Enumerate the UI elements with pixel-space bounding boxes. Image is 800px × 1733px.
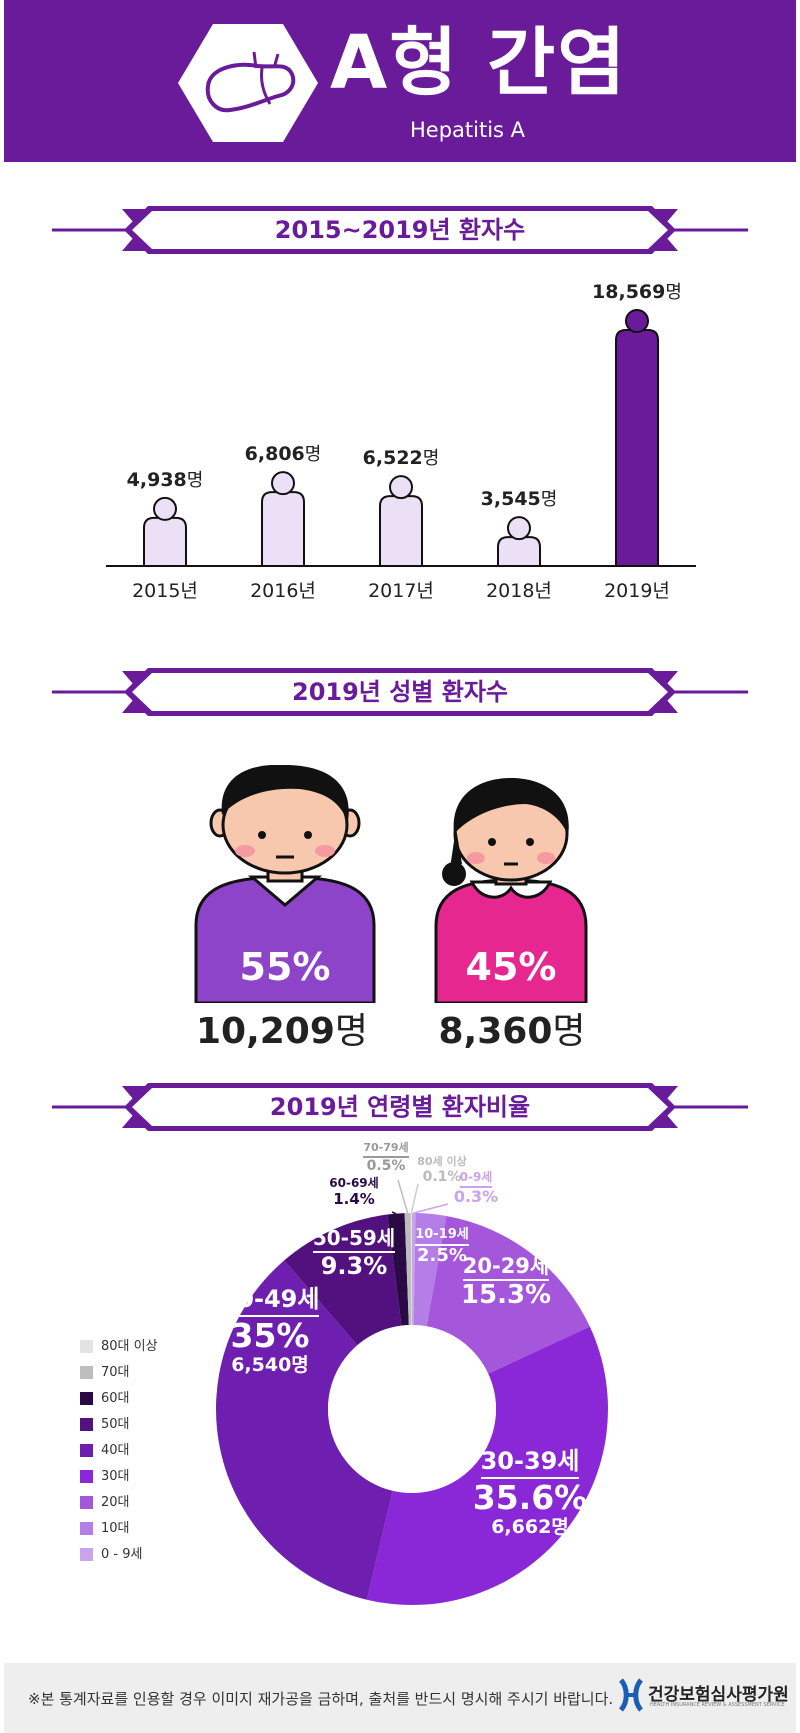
footer	[4, 1663, 796, 1733]
person-bar-1	[261, 471, 305, 567]
age-label-0: 0-9세 0.3%	[453, 1170, 499, 1206]
person-value-label-0: 4,938명	[126, 468, 204, 491]
person-bar-2	[379, 475, 423, 567]
page-subtitle: Hepatitis A	[410, 118, 526, 142]
donut-slice-4	[216, 1260, 393, 1600]
legend-item-6: 20대	[80, 1496, 200, 1510]
person-bar-4	[615, 309, 659, 567]
footnote: ※본 통계자료를 인용할 경우 이미지 재가공을 금하며, 출처를 반드시 명시…	[28, 1690, 614, 1708]
age-label-6: 60-69세 1.4%	[329, 1176, 379, 1209]
female-count: 8,360명	[438, 1011, 586, 1052]
female-figure	[434, 778, 588, 1003]
male-percent: 55%	[239, 945, 331, 989]
legend-item-1: 70대	[80, 1366, 200, 1380]
hira-logo-icon	[618, 1678, 644, 1712]
donut-slice-6	[387, 1213, 409, 1326]
age-label-3: 30-39세 35.6% 6,662명	[472, 1447, 588, 1538]
age-label-7: 70-79세 0.5%	[363, 1141, 409, 1174]
donut-slice-3	[366, 1326, 608, 1605]
legend-item-8: 0 - 9세	[80, 1548, 200, 1562]
donut-slice-7	[404, 1213, 412, 1326]
legend-swatch	[80, 1548, 93, 1561]
person-value-label-1: 6,806명	[244, 443, 322, 466]
section-banner-gender: 2019년 성별 환자수	[52, 668, 748, 716]
section-banner-age: 2019년 연령별 환자비율	[52, 1083, 748, 1131]
org-name: 건강보험심사평가원	[648, 1685, 789, 1705]
section-banner-yearly: 2015~2019년 환자수	[52, 206, 748, 254]
donut-slice-8	[410, 1213, 412, 1326]
legend-item-2: 60대	[80, 1392, 200, 1406]
donut-slice-0	[412, 1213, 416, 1326]
person-bar-0	[143, 496, 187, 567]
year-label-4: 2019년	[604, 580, 670, 602]
year-label-0: 2015년	[132, 580, 198, 602]
year-label-1: 2016년	[250, 580, 316, 602]
section-title-yearly: 2015~2019년 환자수	[274, 216, 526, 244]
org-name-en: HEALTH INSURANCE REVIEW & ASSESSMENT SER…	[650, 1702, 785, 1708]
legend-item-0: 80대 이상	[80, 1340, 200, 1354]
person-value-label-2: 6,522명	[362, 447, 440, 470]
section-title-age: 2019년 연령별 환자비율	[269, 1093, 531, 1121]
legend-swatch	[80, 1340, 93, 1353]
header-banner	[4, 0, 796, 162]
page-title: A형 간염	[330, 20, 628, 106]
legend-item-3: 50대	[80, 1418, 200, 1432]
age-label-8: 80세 이상 0.1%	[417, 1155, 467, 1186]
legend-swatch	[80, 1496, 93, 1509]
legend-item-4: 40대	[80, 1444, 200, 1458]
legend-item-7: 10대	[80, 1522, 200, 1536]
legend-swatch	[80, 1444, 93, 1457]
legend-swatch	[80, 1392, 93, 1405]
age-label-5: 50-59세 9.3%	[312, 1226, 396, 1280]
legend-item-5: 30대	[80, 1470, 200, 1484]
section-title-gender: 2019년 성별 환자수	[292, 678, 508, 706]
liver-icon	[178, 24, 318, 142]
person-value-label-3: 3,545명	[480, 488, 558, 511]
person-value-label-4: 18,569명	[592, 281, 682, 303]
year-label-3: 2018년	[486, 580, 552, 602]
male-figure	[194, 765, 376, 1003]
age-donut-chart	[216, 1179, 608, 1605]
donut-slice-2	[426, 1216, 590, 1374]
person-bar-3	[497, 516, 541, 567]
yearly-patient-chart	[106, 309, 696, 567]
age-label-1: 10-19세 2.5%	[415, 1227, 469, 1266]
legend-swatch	[80, 1418, 93, 1431]
donut-slice-5	[284, 1214, 402, 1346]
year-label-2: 2017년	[368, 580, 434, 602]
legend-swatch	[80, 1366, 93, 1379]
donut-slice-1	[413, 1213, 447, 1327]
legend-swatch	[80, 1522, 93, 1535]
legend-swatch	[80, 1470, 93, 1483]
age-label-4: 40-49세 35% 6,540명	[220, 1285, 320, 1376]
male-count: 10,209명	[195, 1011, 369, 1052]
age-label-2: 20-29세 15.3%	[460, 1254, 552, 1311]
female-percent: 45%	[465, 945, 557, 989]
